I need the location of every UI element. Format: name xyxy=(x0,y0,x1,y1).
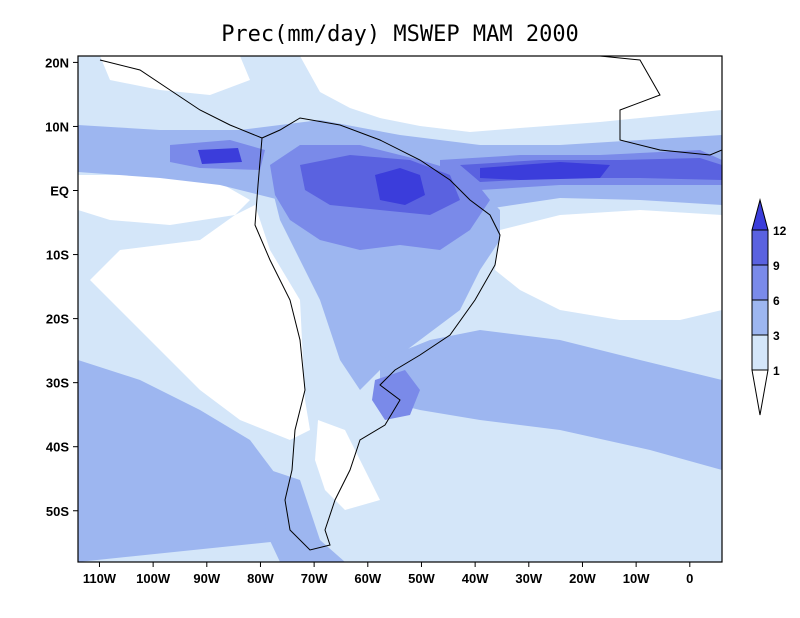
band-over-12-itcz-pacific xyxy=(198,148,242,164)
y-tick-label: 20S xyxy=(46,312,69,327)
band-3-6-south-atlantic-convergence xyxy=(380,330,722,470)
colorbar-over-12-triangle xyxy=(751,198,769,231)
dry-region-eastern-pacific xyxy=(78,175,250,225)
colorbar-level-label: 3 xyxy=(773,329,780,343)
y-tick-label: 10N xyxy=(45,119,69,134)
colorbar-level-label: 6 xyxy=(773,294,780,308)
dry-region-north-atlantic xyxy=(300,56,722,132)
band-over-12-itcz-atlantic xyxy=(480,162,610,180)
coastline-central-america xyxy=(99,59,263,139)
x-tick-label: 30W xyxy=(515,571,542,586)
dry-region-south-atlantic xyxy=(495,210,722,320)
x-tick-label: 10W xyxy=(623,571,650,586)
dry-region-patagonia xyxy=(315,420,380,510)
x-tick-label: 80W xyxy=(247,571,274,586)
x-tick-label: 40W xyxy=(462,571,489,586)
x-tick-label: 20W xyxy=(569,571,596,586)
y-tick-label: 20N xyxy=(45,55,69,70)
band-3-6-south-pacific xyxy=(78,360,290,562)
y-tick-label: EQ xyxy=(50,184,69,199)
coastline-south-america xyxy=(254,117,501,551)
y-axis: 20N 10N EQ 10S 20S 30S 40S 50S xyxy=(45,55,78,519)
x-axis: 110W 100W 90W 80W 70W 60W 50W 40W 30W 20W 10W 0 xyxy=(83,562,693,586)
y-tick-label: 40S xyxy=(46,440,69,455)
band-3-6-southern-chile xyxy=(265,470,345,562)
map-panel xyxy=(78,56,722,562)
colorbar-segment-1-3 xyxy=(751,334,769,371)
x-tick-label: 110W xyxy=(83,571,117,586)
colorbar-segment-9-12 xyxy=(751,229,769,266)
colorbar: 1 3 6 9 12 xyxy=(751,198,787,416)
x-tick-label: 50W xyxy=(408,571,435,586)
y-tick-label: 30S xyxy=(46,376,69,391)
x-tick-label: 100W xyxy=(136,571,171,586)
x-tick-label: 0 xyxy=(686,571,693,586)
colorbar-level-label: 9 xyxy=(773,259,780,273)
y-tick-label: 10S xyxy=(46,248,69,263)
band-6-9-uruguay xyxy=(372,370,420,420)
x-tick-label: 60W xyxy=(354,571,381,586)
coastline-west-africa xyxy=(599,56,722,156)
colorbar-level-label: 12 xyxy=(773,224,787,238)
map-frame xyxy=(77,55,723,563)
dry-region-southeast-pacific xyxy=(90,205,310,440)
map-title: Prec(mm/day) MSWEP MAM 2000 xyxy=(221,22,579,47)
y-tick-label: 50S xyxy=(46,504,69,519)
colorbar-under-1-triangle xyxy=(751,369,769,416)
dry-region-central-america xyxy=(100,56,250,95)
x-tick-label: 90W xyxy=(193,571,220,586)
x-tick-label: 70W xyxy=(301,571,328,586)
colorbar-segment-6-9 xyxy=(751,264,769,301)
colorbar-level-label: 1 xyxy=(773,364,780,378)
band-over-12-amazon-mouth xyxy=(375,168,425,205)
colorbar-segment-3-6 xyxy=(751,299,769,336)
